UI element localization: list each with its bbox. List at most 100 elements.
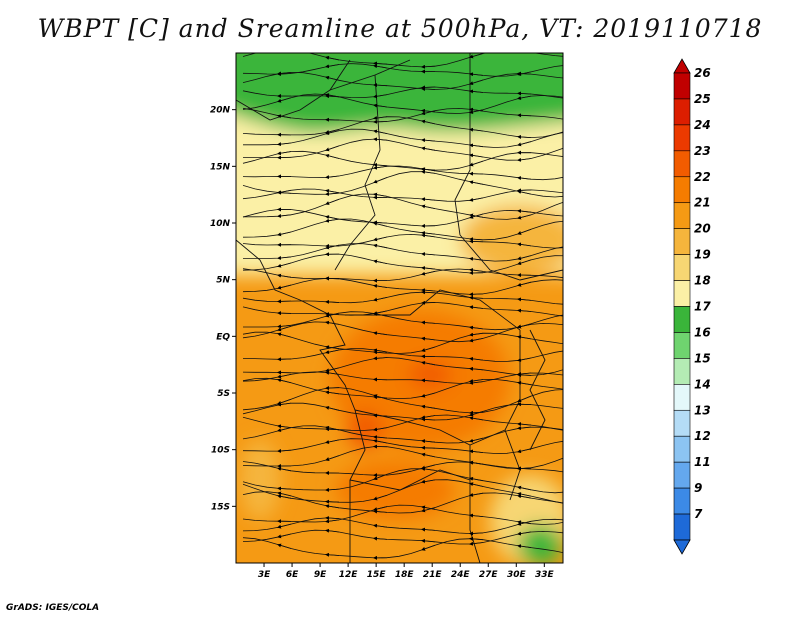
- streamline-arrow: [373, 312, 388, 317]
- streamline: [242, 107, 563, 123]
- y-tick-label: EQ: [216, 332, 230, 342]
- streamline-arrow: [421, 439, 436, 444]
- streamline-arrow: [469, 492, 484, 497]
- streamline-arrow: [469, 378, 484, 383]
- streamline-arrow: [325, 439, 340, 444]
- streamline: [242, 529, 563, 545]
- streamline-arrow: [517, 71, 532, 76]
- streamline-arrow: [373, 236, 388, 242]
- streamline-arrow: [469, 160, 484, 167]
- streamline-arrow: [277, 213, 292, 218]
- streamline-arrow: [325, 516, 340, 521]
- streamline-arrow: [421, 467, 436, 471]
- streamline-arrow: [373, 413, 388, 418]
- streamline-arrow: [277, 262, 292, 268]
- streamline-arrow: [517, 426, 532, 431]
- streamline-arrow: [373, 331, 388, 336]
- streamline-arrow: [469, 332, 484, 337]
- x-tick-label: 21E: [423, 570, 443, 580]
- colorbar-label: 20: [694, 222, 711, 236]
- streamline: [242, 468, 563, 494]
- x-tick-label: 33E: [535, 570, 555, 580]
- streamline-arrow: [469, 180, 484, 185]
- y-tick-label: 10S: [211, 446, 230, 456]
- streamline-arrow: [517, 494, 532, 499]
- streamline-arrow: [325, 552, 340, 557]
- streamline-arrow: [325, 130, 340, 136]
- colorbar-label: 13: [694, 403, 711, 417]
- streamline-arrow: [325, 215, 340, 220]
- streamline: [242, 268, 563, 281]
- colorbar-swatch: [673, 176, 691, 204]
- streamline-arrow: [421, 119, 436, 125]
- streamline-arrow: [373, 192, 388, 197]
- y-axis: 20N 15N 10N 5N EQ 5S 10S 15S: [210, 106, 236, 512]
- streamline-arrow: [277, 189, 292, 195]
- streamline-arrow: [277, 325, 292, 332]
- streamline: [242, 71, 563, 90]
- streamline-arrow: [469, 72, 484, 77]
- streamline-arrow: [325, 175, 340, 180]
- colorbar-swatch: [673, 150, 691, 178]
- streamline-arrow: [277, 543, 292, 549]
- streamline-arrow: [325, 519, 340, 524]
- streamline: [243, 128, 563, 148]
- colorbar-label: 24: [694, 118, 711, 132]
- streamline-arrow: [517, 259, 532, 266]
- streamline-arrow: [325, 244, 340, 250]
- streamline-arrow: [277, 231, 292, 237]
- colorbar-swatch: [673, 254, 691, 281]
- colorbar-label: 22: [694, 170, 711, 184]
- streamline-arrow: [421, 404, 436, 409]
- streamline: [242, 93, 563, 114]
- streamline-arrow: [517, 422, 532, 427]
- colorbar-label: 19: [694, 248, 711, 262]
- streamline-arrow: [421, 452, 436, 458]
- streamline: [242, 446, 563, 470]
- colorbar-swatch: [673, 228, 691, 255]
- streamline-arrow: [277, 378, 292, 384]
- y-tick-label: 20N: [210, 106, 231, 116]
- streamline-arrow: [517, 53, 522, 54]
- streamline-arrow: [469, 213, 484, 219]
- streamline-arrow: [517, 157, 532, 162]
- streamline-arrow: [469, 197, 484, 202]
- streamline-arrow: [421, 266, 436, 271]
- streamline: [243, 311, 563, 331]
- streamline-arrow: [325, 93, 340, 98]
- streamline-arrow: [325, 455, 340, 461]
- colorbar-swatch: [673, 461, 691, 489]
- streamline-arrow: [517, 492, 532, 497]
- colorbar-swatch: [673, 98, 691, 126]
- streamline-arrow: [277, 273, 292, 278]
- border-line: [334, 74, 381, 271]
- streamline-arrow: [421, 197, 436, 202]
- streamline-arrow: [325, 528, 340, 533]
- streamline-arrow: [421, 108, 436, 113]
- streamline-arrow: [517, 308, 532, 313]
- colorbar-swatch: [673, 358, 691, 385]
- field-west-orange: [240, 440, 280, 520]
- streamline: [242, 537, 563, 559]
- x-tick-label: 18E: [395, 570, 415, 580]
- field-east-orange: [460, 205, 563, 275]
- colorbar-label: 23: [694, 144, 711, 158]
- streamline-arrow: [373, 243, 388, 249]
- streamline-arrow: [469, 143, 484, 148]
- streamline-arrow: [421, 505, 436, 510]
- y-tick-label: 10N: [210, 219, 231, 229]
- streamline: [242, 253, 563, 274]
- streamline-arrow: [469, 449, 484, 454]
- streamline-arrow: [517, 242, 532, 247]
- streamline: [242, 150, 563, 171]
- x-tick-label: 3E: [258, 570, 271, 580]
- streamline-arrow: [421, 538, 436, 543]
- field-se-green: [518, 525, 562, 563]
- streamline-arrow: [517, 228, 532, 235]
- streamline-arrow: [517, 466, 532, 471]
- streamline-arrow: [373, 137, 388, 142]
- colorbar-label: 11: [694, 455, 711, 469]
- streamline-arrow: [421, 360, 436, 366]
- streamline: [242, 504, 563, 525]
- streamline-arrow: [421, 252, 436, 257]
